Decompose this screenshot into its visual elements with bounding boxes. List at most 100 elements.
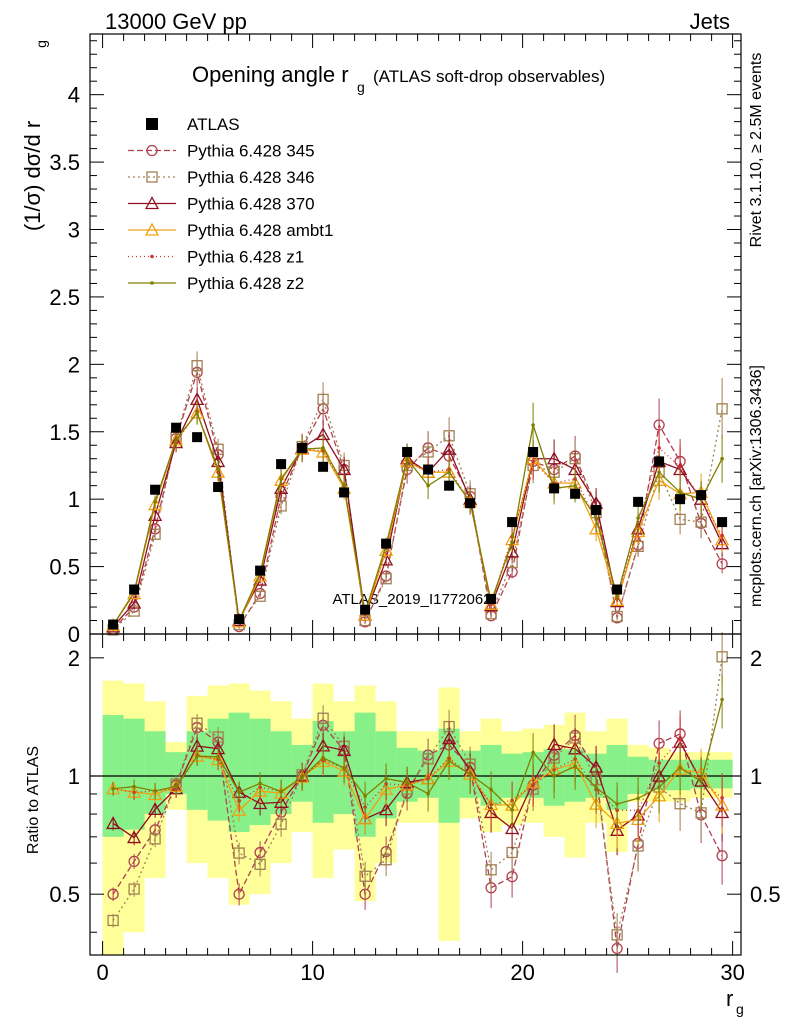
- watermark: ATLAS_2019_I1772062: [332, 591, 491, 608]
- atlas-point-15: [423, 464, 434, 475]
- ratio-point-2-0: [106, 816, 121, 830]
- series-point-3-24: [610, 592, 625, 606]
- ratio-point-5-29: [720, 697, 724, 702]
- atlas-point-24: [612, 584, 623, 595]
- ratio-tick-label-0: 0.5: [49, 882, 80, 907]
- atlas-point-29: [717, 517, 728, 528]
- legend-label-5: Pythia 6.428 z1: [187, 248, 304, 267]
- band-inner-7: [249, 718, 271, 826]
- atlas-point-20: [528, 446, 539, 457]
- atlas-point-5: [213, 482, 224, 493]
- atlas-point-1: [129, 584, 140, 595]
- legend-marker-4: [144, 222, 160, 236]
- ratio-point-1-27: [674, 798, 686, 810]
- ratio-tick-label-right-1: 1: [750, 764, 762, 789]
- ratio-point-5-13: [384, 776, 388, 781]
- atlas-point-7: [255, 565, 266, 576]
- series-point-2-21: [547, 451, 562, 465]
- ratio-point-5-17: [468, 772, 472, 777]
- ratio-point-1-0: [107, 914, 119, 927]
- legend-label-2: Pythia 6.428 346: [187, 168, 315, 187]
- series-point-5-26: [657, 470, 661, 475]
- ratio-point-0-29: [716, 850, 728, 862]
- chart-title: Opening angle r g (ATLAS soft-drop obser…: [192, 62, 605, 95]
- series-point-1-29: [716, 403, 728, 415]
- ratio-tick-label-right-2: 2: [750, 646, 762, 671]
- atlas-point-0: [108, 619, 119, 630]
- ratio-point-5-11: [342, 766, 346, 770]
- y-tick-label-3: 1.5: [49, 420, 80, 445]
- ratio-point-5-1: [132, 784, 136, 789]
- ratio-point-3-12: [358, 811, 373, 825]
- atlas-point-8: [276, 459, 287, 470]
- band-inner-8: [270, 731, 292, 815]
- band-inner-25: [627, 756, 649, 794]
- ratio-point-5-15: [426, 791, 430, 796]
- ratio-point-3-6: [232, 802, 247, 816]
- ratio-point-1-12: [359, 870, 371, 882]
- ratio-point-5-28: [699, 779, 703, 783]
- series-point-5-2: [153, 500, 157, 504]
- ratio-point-2-8: [274, 794, 289, 808]
- series-point-5-3: [174, 438, 178, 442]
- ratio-point-5-19: [510, 808, 514, 812]
- ratio-point-4-29: [720, 796, 724, 800]
- x-tick-label-0: 0: [96, 960, 108, 985]
- series-point-1-7: [254, 590, 266, 602]
- series-point-5-10: [321, 446, 325, 450]
- atlas-point-17: [465, 498, 476, 509]
- ratio-point-1-4: [191, 717, 203, 729]
- legend-marker-1: [146, 144, 158, 157]
- legend-label-6: Pythia 6.428 z2: [187, 274, 304, 293]
- atlas-point-25: [633, 496, 644, 507]
- header-left: 13000 GeV pp: [105, 9, 247, 34]
- legend-marker-5: [150, 254, 154, 259]
- legend-marker-2: [146, 171, 158, 183]
- band-inner-1: [123, 718, 145, 830]
- title-sub: g: [357, 79, 365, 95]
- atlas-point-26: [654, 456, 665, 467]
- series-point-1-10: [317, 393, 329, 406]
- title-main: Opening angle r: [192, 62, 349, 87]
- atlas-point-21: [549, 483, 560, 494]
- ratio-point-1-10: [317, 712, 329, 724]
- ratio-point-2-2: [148, 801, 163, 815]
- series-line-0: [112, 370, 723, 630]
- ratio-line-4: [112, 738, 723, 812]
- legend-label-1: Pythia 6.428 345: [187, 142, 315, 161]
- ratio-point-5-9: [300, 775, 304, 780]
- atlas-point-9: [297, 442, 308, 453]
- atlas-point-14: [402, 446, 413, 457]
- series-point-5-14: [405, 456, 409, 461]
- ratio-point-5-12: [363, 794, 367, 798]
- axes-layer: 0 10 20 30 0 0.5 1 1.5 2 2.5 3 3.5 4 0.5 0.5 1 1 2 2: [49, 33, 781, 985]
- atlas-point-10: [318, 461, 329, 472]
- ratio-point-1-7: [254, 858, 266, 870]
- legend: ATLAS Pythia 6.428 345 Pythia 6.428 346 Pyt…: [128, 115, 333, 293]
- legend-marker-0: [146, 118, 158, 130]
- series-point-3-2: [148, 497, 163, 511]
- ratio-point-0-6: [233, 888, 245, 900]
- series-point-5-22: [573, 483, 577, 488]
- ratio-point-5-25: [636, 796, 640, 801]
- y-tick-label-0: 0: [68, 622, 80, 647]
- series-point-5-4: [195, 411, 199, 415]
- series-point-4-20: [531, 459, 535, 464]
- series-point-1-24: [611, 610, 623, 623]
- legend-label-0: ATLAS: [187, 115, 240, 134]
- ratio-point-5-10: [321, 755, 325, 760]
- ratio-point-5-18: [489, 787, 493, 792]
- ratio-point-5-20: [531, 750, 535, 755]
- series-point-4-26: [657, 446, 661, 450]
- ratio-point-5-26: [657, 785, 661, 789]
- ratio-point-5-6: [237, 790, 241, 795]
- ratio-point-2-13: [379, 802, 394, 816]
- band-inner-24: [606, 744, 628, 810]
- series-point-2-1: [127, 595, 142, 609]
- series-point-1-27: [674, 513, 686, 526]
- band-inner-6: [228, 712, 250, 833]
- ratio-point-1-18: [485, 864, 497, 876]
- y-tick-label-1: 0.5: [49, 555, 80, 580]
- data-points-layer: [108, 422, 728, 630]
- ratio-point-1-2: [149, 833, 161, 845]
